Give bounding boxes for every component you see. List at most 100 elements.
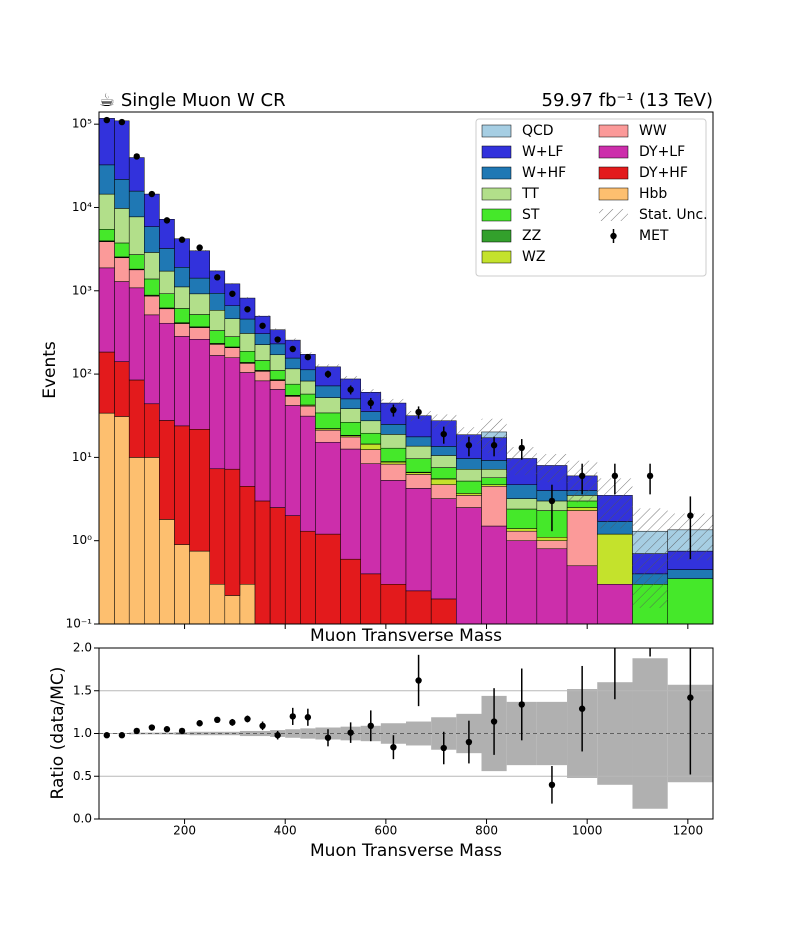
stat-unc-band	[209, 270, 225, 272]
stack-bar	[340, 408, 361, 423]
stack-bar	[114, 120, 130, 180]
legend-swatch	[598, 145, 629, 159]
stack-bar	[380, 434, 407, 449]
ratio-point	[415, 677, 422, 684]
stack-bar	[405, 445, 432, 459]
stack-bar	[159, 270, 175, 294]
stack-bar	[284, 383, 301, 396]
stack-bar	[174, 336, 190, 427]
stack-bar	[114, 257, 130, 282]
stack-bar	[99, 351, 115, 414]
chart-title: ☕ Single Muon W CR	[99, 90, 286, 111]
stack-bar	[340, 398, 361, 409]
stack-bar	[269, 370, 286, 380]
y-tick-label: 10⁻¹	[66, 617, 93, 631]
data-point	[548, 497, 556, 505]
stack-bar	[174, 238, 190, 268]
stack-bar	[189, 339, 210, 430]
stack-bar	[209, 293, 226, 311]
legend-swatch	[481, 250, 512, 264]
data-point	[178, 236, 186, 243]
stack-bar	[481, 477, 507, 485]
stack-bar	[596, 584, 633, 624]
stack-bar	[128, 254, 145, 270]
main-plot-area	[99, 116, 713, 624]
data-point	[163, 217, 171, 224]
stack-bar	[239, 350, 256, 363]
stack-bar	[456, 480, 482, 494]
data-point	[347, 386, 354, 393]
stack-bar	[340, 436, 361, 450]
stack-bar	[506, 498, 538, 510]
stack-bar	[405, 474, 432, 489]
stat-unc-band	[536, 454, 568, 483]
stack-bar	[99, 241, 115, 269]
legend-label: ZZ	[522, 228, 541, 244]
y-tick-label: 0.0	[73, 812, 92, 826]
ratio-point	[367, 722, 374, 730]
y-tick-label: 10⁵	[72, 117, 92, 131]
stack-bar	[189, 277, 210, 295]
data-point	[518, 444, 525, 452]
stack-bar	[596, 533, 633, 585]
stack-bar	[114, 242, 130, 258]
stat-unc-band	[632, 508, 668, 608]
stack-bar	[224, 347, 241, 358]
y-tick-label: 1.0	[73, 726, 92, 740]
stack-bar	[340, 448, 361, 560]
stack-bar	[144, 278, 160, 296]
stack-bar	[144, 403, 160, 458]
legend-swatch	[481, 124, 512, 138]
stack-bar	[144, 314, 160, 405]
stack-bar	[239, 318, 256, 334]
stat-unc-band	[255, 315, 271, 318]
stat-unc-band	[360, 389, 381, 396]
stack-bar	[284, 396, 301, 406]
stack-bar	[430, 467, 457, 479]
stack-bar	[430, 498, 457, 600]
stack-bar	[254, 360, 271, 371]
ratio-point	[259, 722, 266, 730]
y-tick-label: 2.0	[73, 641, 92, 655]
stack-bar	[380, 461, 407, 465]
stack-bar	[360, 463, 382, 575]
stack-bar	[174, 308, 190, 323]
ratio-x-axis-label: Muon Transverse Mass	[310, 841, 502, 861]
stack-bar	[536, 536, 568, 541]
stack-bar	[239, 372, 256, 487]
data-point	[324, 370, 332, 378]
ratio-point	[178, 727, 186, 735]
stack-bar	[315, 441, 341, 535]
ratio-point	[196, 720, 203, 727]
stack-bar	[239, 333, 256, 352]
x-tick-label: 800	[475, 824, 498, 838]
y-tick-label: 10⁴	[72, 200, 92, 214]
stack-bar	[224, 468, 241, 596]
stack-bar	[224, 318, 241, 337]
stack-bar	[159, 293, 175, 309]
stack-bar	[144, 226, 160, 253]
stack-bar	[189, 293, 210, 315]
stack-bar	[300, 393, 316, 406]
y-tick-label: 10³	[72, 283, 92, 297]
stack-bar	[405, 458, 432, 473]
x-tick-label: 400	[274, 824, 297, 838]
stack-bar	[144, 252, 160, 280]
stack-bar	[481, 486, 507, 527]
stack-bar	[269, 389, 286, 508]
legend-label: W+LF	[522, 144, 563, 160]
stack-bar	[315, 429, 341, 443]
stack-bar	[189, 314, 210, 328]
ratio-point	[578, 705, 586, 712]
stack-bar	[209, 310, 226, 331]
data-point	[687, 512, 694, 519]
stack-bar	[99, 193, 115, 230]
stack-bar	[189, 429, 210, 552]
stack-bar	[209, 355, 226, 470]
stat-unc-band	[315, 364, 341, 370]
data-point	[274, 336, 281, 343]
ratio-point	[229, 719, 236, 726]
ratio-point	[274, 732, 281, 739]
stack-bar	[481, 460, 507, 470]
ratio-point	[347, 729, 354, 736]
